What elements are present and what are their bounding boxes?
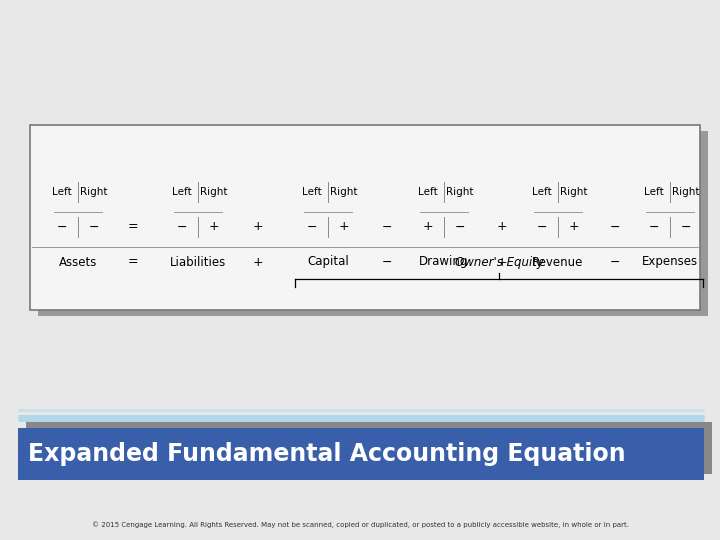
Text: −: − <box>536 220 547 233</box>
Text: −: − <box>57 220 67 233</box>
Text: Revenue: Revenue <box>532 255 584 268</box>
Text: Drawing: Drawing <box>419 255 469 268</box>
Text: +: + <box>497 255 508 268</box>
Text: −: − <box>382 255 392 268</box>
Text: +: + <box>338 220 349 233</box>
Text: Left: Left <box>418 187 438 197</box>
Text: Left: Left <box>302 187 322 197</box>
Text: −: − <box>455 220 465 233</box>
Text: Right: Right <box>80 187 108 197</box>
Text: Capital: Capital <box>307 255 349 268</box>
Text: Right: Right <box>560 187 588 197</box>
Text: +: + <box>423 220 433 233</box>
Text: +: + <box>569 220 580 233</box>
Text: Expenses: Expenses <box>642 255 698 268</box>
Text: © 2015 Cengage Learning. All Rights Reserved. May not be scanned, copied or dupl: © 2015 Cengage Learning. All Rights Rese… <box>91 522 629 528</box>
Text: Right: Right <box>200 187 228 197</box>
Text: Owner's Equity: Owner's Equity <box>454 256 544 269</box>
Text: Left: Left <box>172 187 192 197</box>
Text: +: + <box>497 220 508 233</box>
Text: −: − <box>382 220 392 233</box>
Text: −: − <box>680 220 691 233</box>
Text: Left: Left <box>52 187 72 197</box>
Text: Expanded Fundamental Accounting Equation: Expanded Fundamental Accounting Equation <box>28 442 626 466</box>
Text: −: − <box>610 220 620 233</box>
FancyBboxPatch shape <box>18 428 704 480</box>
Text: Liabilities: Liabilities <box>170 255 226 268</box>
Text: Left: Left <box>644 187 664 197</box>
Text: −: − <box>89 220 99 233</box>
FancyBboxPatch shape <box>38 131 708 316</box>
Text: −: − <box>176 220 187 233</box>
Text: −: − <box>649 220 660 233</box>
Text: +: + <box>209 220 220 233</box>
Text: Right: Right <box>672 187 700 197</box>
FancyBboxPatch shape <box>26 422 712 474</box>
Text: −: − <box>307 220 318 233</box>
Text: +: + <box>253 220 264 233</box>
Text: −: − <box>610 255 620 268</box>
Text: =: = <box>127 255 138 268</box>
Text: Assets: Assets <box>59 255 97 268</box>
Text: Right: Right <box>446 187 474 197</box>
Text: Left: Left <box>532 187 552 197</box>
FancyBboxPatch shape <box>30 125 700 310</box>
Text: Right: Right <box>330 187 358 197</box>
Text: +: + <box>253 255 264 268</box>
Text: =: = <box>127 220 138 233</box>
